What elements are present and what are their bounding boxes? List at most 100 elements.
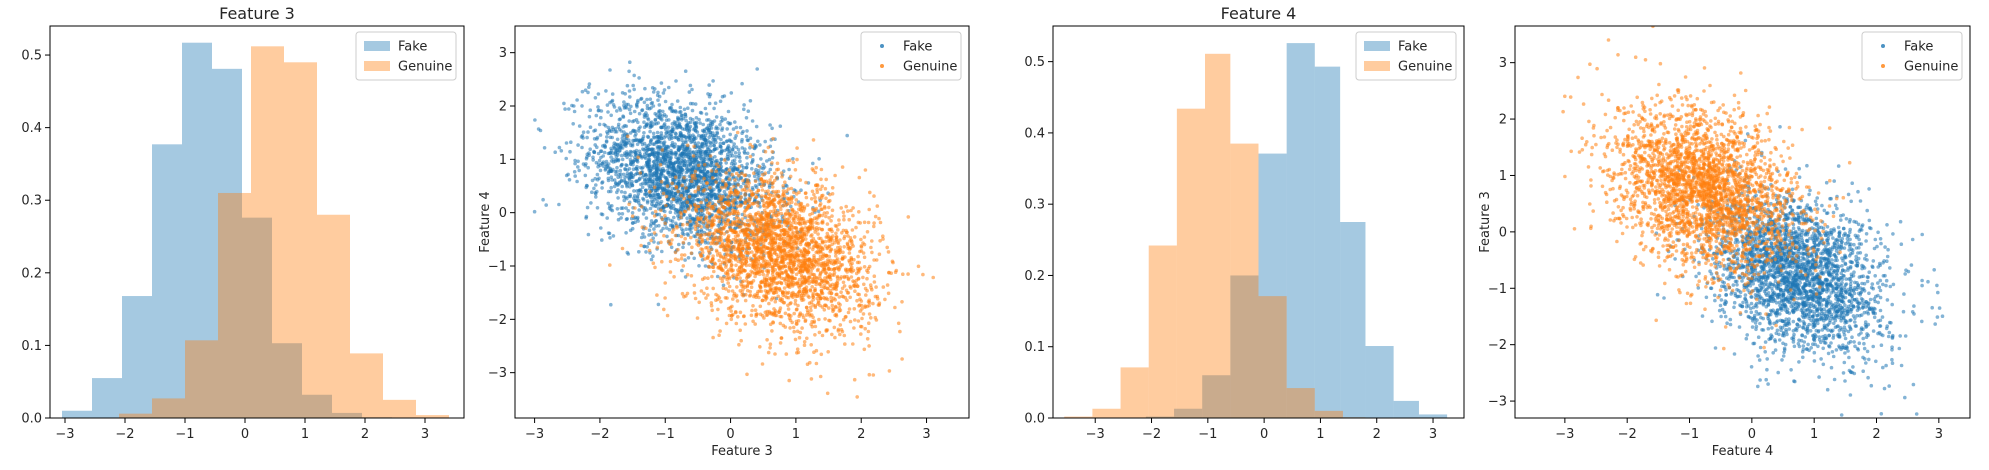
- scatter-point: [755, 190, 759, 195]
- scatter-point: [727, 168, 731, 172]
- scatter-point: [736, 259, 740, 264]
- scatter-point: [798, 330, 803, 335]
- scatter-point: [652, 214, 657, 218]
- scatter-point: [842, 245, 846, 249]
- scatter-point: [713, 155, 717, 159]
- scatter-point: [627, 69, 631, 74]
- scatter-point: [817, 243, 822, 247]
- scatter-point: [621, 172, 626, 177]
- y-tick-label: 0.5: [21, 49, 42, 64]
- scatter-point: [712, 106, 716, 111]
- scatter-point: [666, 239, 671, 244]
- scatter-point: [864, 293, 868, 297]
- scatter-point: [721, 283, 726, 288]
- scatter-point: [704, 112, 709, 116]
- scatter-point: [770, 126, 774, 131]
- scatter-point: [651, 90, 656, 94]
- scatter-point: [637, 208, 641, 212]
- scatter-point: [620, 162, 624, 167]
- scatter-point: [821, 262, 826, 267]
- scatter-point: [532, 209, 537, 214]
- scatter-point: [691, 117, 695, 122]
- scatter-point: [688, 101, 693, 106]
- scatter-point: [795, 245, 799, 250]
- scatter-point: [761, 162, 765, 167]
- y-tick-label: 0.4: [21, 121, 42, 136]
- scatter-point: [761, 272, 766, 277]
- scatter-point: [763, 244, 767, 249]
- scatter-point: [715, 317, 720, 321]
- scatter-point: [797, 293, 802, 298]
- scatter-point: [656, 90, 660, 95]
- scatter-point: [709, 206, 714, 211]
- scatter-point: [689, 251, 694, 255]
- scatter-point: [771, 202, 776, 207]
- scatter-point: [590, 190, 594, 194]
- scatter-point: [684, 135, 688, 140]
- scatter-point: [891, 260, 895, 265]
- scatter-point: [656, 302, 661, 307]
- scatter-point: [625, 183, 629, 187]
- scatter-point: [624, 231, 628, 235]
- scatter-point: [682, 253, 687, 257]
- scatter-point: [580, 104, 584, 108]
- scatter-point: [595, 145, 599, 149]
- scatter-point: [663, 281, 667, 285]
- scatter-point: [723, 296, 728, 300]
- scatter-point: [765, 246, 770, 250]
- scatter-point: [661, 226, 665, 231]
- scatter-point: [616, 217, 621, 222]
- scatter-point: [650, 150, 655, 154]
- scatter-point: [674, 185, 679, 190]
- scatter-point: [674, 151, 679, 155]
- scatter-point: [747, 263, 752, 268]
- scatter-point: [710, 161, 714, 165]
- scatter-point: [812, 192, 816, 197]
- scatter-point: [810, 189, 815, 194]
- scatter-point: [768, 264, 772, 269]
- scatter-point: [756, 204, 760, 208]
- scatter-point: [685, 143, 690, 148]
- scatter-point: [623, 190, 627, 195]
- scatter-point: [663, 127, 668, 131]
- scatter-point: [652, 231, 657, 235]
- scatter-point: [632, 87, 636, 92]
- scatter-point: [595, 172, 600, 177]
- scatter-point: [725, 175, 729, 180]
- scatter-point: [612, 184, 617, 189]
- scatter-point: [733, 226, 738, 230]
- scatter-point: [845, 230, 849, 235]
- scatter-point: [872, 274, 877, 279]
- scatter-point: [750, 119, 755, 123]
- scatter-point: [866, 266, 871, 271]
- scatter-point: [729, 241, 733, 246]
- scatter-point: [651, 179, 655, 184]
- scatter-point: [760, 362, 765, 366]
- scatter-point: [741, 242, 745, 247]
- scatter-point: [746, 214, 750, 218]
- scatter-point: [831, 259, 836, 263]
- scatter-point: [671, 197, 676, 201]
- scatter-point: [712, 218, 716, 223]
- scatter-point: [737, 173, 741, 178]
- scatter-point: [729, 151, 733, 155]
- scatter-point: [659, 229, 663, 233]
- scatter-point: [642, 235, 647, 239]
- scatter-point: [608, 236, 612, 240]
- scatter-point: [832, 325, 837, 330]
- scatter-point: [685, 178, 689, 182]
- scatter-point: [647, 233, 651, 237]
- scatter-point: [810, 167, 815, 171]
- scatter-point: [670, 102, 674, 107]
- scatter-point: [668, 270, 673, 274]
- scatter-point: [828, 198, 832, 203]
- scatter-point: [709, 126, 714, 130]
- scatter-point: [751, 238, 756, 242]
- scatter-point: [898, 329, 902, 334]
- scatter-point: [703, 127, 707, 132]
- scatter-point: [731, 154, 735, 158]
- scatter-point: [718, 151, 722, 155]
- scatter-point: [662, 168, 666, 173]
- scatter-point: [613, 146, 617, 151]
- scatter-point: [612, 105, 617, 109]
